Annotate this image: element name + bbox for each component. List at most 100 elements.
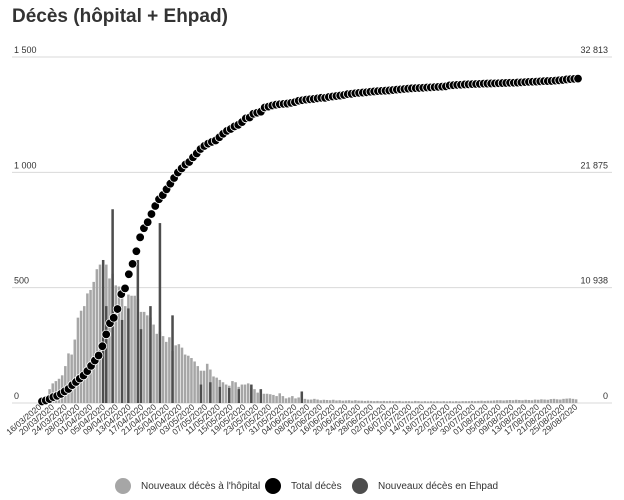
hospital-bar bbox=[404, 401, 408, 403]
hospital-bar bbox=[92, 281, 95, 403]
hospital-bar bbox=[470, 400, 474, 403]
hospital-bar bbox=[555, 399, 559, 403]
hospital-bar bbox=[565, 398, 568, 403]
hospital-bar bbox=[133, 295, 136, 403]
chart-title: Décès (hôpital + Ehpad) bbox=[12, 6, 228, 27]
legend-swatch-total bbox=[265, 478, 281, 494]
hospital-bar bbox=[212, 376, 215, 403]
hospital-bar bbox=[407, 401, 411, 403]
hospital-bar bbox=[67, 353, 70, 403]
hospital-bar bbox=[164, 341, 168, 403]
total-point bbox=[93, 350, 104, 361]
hospital-bar bbox=[455, 401, 458, 403]
hospital-bar bbox=[294, 398, 297, 403]
hospital-bar bbox=[155, 333, 159, 403]
hospital-bar bbox=[284, 398, 288, 403]
ehpad-bar bbox=[127, 308, 130, 403]
legend-swatch-hospital bbox=[115, 478, 131, 494]
hospital-bar bbox=[486, 400, 490, 403]
hospital-bar bbox=[130, 295, 133, 403]
hospital-bar bbox=[518, 400, 521, 403]
ehpad-bar bbox=[259, 389, 263, 403]
hospital-bar bbox=[234, 382, 237, 403]
left-tick-label: 0 bbox=[14, 391, 19, 401]
hospital-bar bbox=[303, 398, 307, 403]
left-tick-label: 1 500 bbox=[14, 45, 37, 55]
hospital-bar bbox=[224, 384, 228, 403]
hospital-bar bbox=[363, 400, 367, 403]
hospital-bar bbox=[568, 398, 572, 403]
hospital-bar bbox=[281, 396, 285, 403]
hospital-bar bbox=[461, 401, 464, 403]
hospital-bar bbox=[357, 400, 360, 403]
hospital-bar bbox=[256, 392, 259, 403]
hospital-bar bbox=[426, 401, 430, 403]
hospital-bar bbox=[489, 400, 493, 403]
ehpad-bar bbox=[149, 306, 152, 403]
total-point bbox=[573, 73, 583, 84]
hospital-bar bbox=[373, 401, 376, 403]
right-tick-label: 32 813 bbox=[580, 45, 608, 55]
hospital-bar bbox=[436, 401, 439, 403]
ehpad-bar bbox=[199, 384, 203, 403]
hospital-bar bbox=[533, 399, 537, 403]
hospital-bar bbox=[64, 366, 67, 403]
total-point bbox=[142, 217, 153, 227]
hospital-bar bbox=[369, 400, 373, 403]
hospital-bar bbox=[316, 399, 319, 403]
hospital-bar bbox=[543, 399, 546, 403]
hospital-bar bbox=[202, 370, 206, 403]
hospital-bar bbox=[530, 400, 534, 403]
hospital-bar bbox=[89, 289, 92, 403]
hospital-bar bbox=[473, 401, 477, 403]
hospital-bar bbox=[451, 401, 455, 403]
hospital-bar bbox=[325, 400, 329, 403]
total-point bbox=[131, 246, 142, 256]
right-tick-label: 0 bbox=[603, 391, 608, 401]
chart-area: 0 500 1 000 1 500 0 10 938 21 875 32 813 16/03… bbox=[4, 45, 612, 437]
hospital-bar bbox=[341, 400, 345, 403]
right-axis-ticks: 0 10 938 21 875 32 813 bbox=[580, 45, 608, 401]
total-point bbox=[146, 209, 157, 219]
hospital-bar bbox=[344, 400, 348, 403]
hospital-bar bbox=[98, 264, 102, 403]
hospital-bar bbox=[177, 344, 181, 403]
hospital-bar bbox=[95, 269, 99, 403]
hospital-bar bbox=[246, 383, 250, 403]
hospital-bar bbox=[205, 363, 209, 403]
hospital-bar bbox=[366, 400, 370, 403]
hospital-bar bbox=[410, 401, 414, 403]
hospital-bar bbox=[574, 399, 578, 403]
hospital-bar bbox=[562, 398, 565, 403]
hospital-bar bbox=[297, 397, 300, 403]
hospital-bar bbox=[483, 400, 486, 403]
ehpad-bar bbox=[136, 259, 140, 403]
hospital-bar bbox=[514, 399, 518, 403]
hospital-bar bbox=[335, 400, 338, 403]
hospital-bar bbox=[492, 400, 496, 403]
x-axis-ticks: 16/03/202020/03/202024/03/202028/03/2020… bbox=[4, 402, 579, 437]
total-points bbox=[37, 73, 583, 407]
hospital-bar bbox=[117, 286, 121, 403]
hospital-bar bbox=[420, 401, 423, 403]
total-point bbox=[124, 269, 134, 279]
hospital-bar bbox=[332, 399, 335, 403]
left-tick-label: 500 bbox=[14, 276, 29, 286]
hospital-bar bbox=[559, 399, 562, 403]
ehpad-bar bbox=[105, 306, 108, 403]
hospital-bar bbox=[161, 336, 165, 403]
hospital-bar bbox=[467, 401, 471, 403]
hospital-bar bbox=[398, 400, 401, 403]
hospital-bar bbox=[123, 306, 127, 403]
ehpad-bar bbox=[111, 209, 114, 403]
ehpad-bar bbox=[209, 382, 212, 403]
ehpad-bar bbox=[158, 223, 162, 403]
legend: Nouveaux décès à l'hôpital Total décès N… bbox=[0, 478, 624, 496]
hospital-bar bbox=[215, 377, 218, 403]
hospital-bar bbox=[527, 400, 531, 403]
hospital-bar bbox=[480, 400, 483, 403]
hospital-bar bbox=[262, 393, 266, 403]
legend-swatch-ehpad bbox=[352, 478, 368, 494]
hospital-bar bbox=[322, 399, 326, 403]
hospital-bar bbox=[496, 400, 499, 403]
